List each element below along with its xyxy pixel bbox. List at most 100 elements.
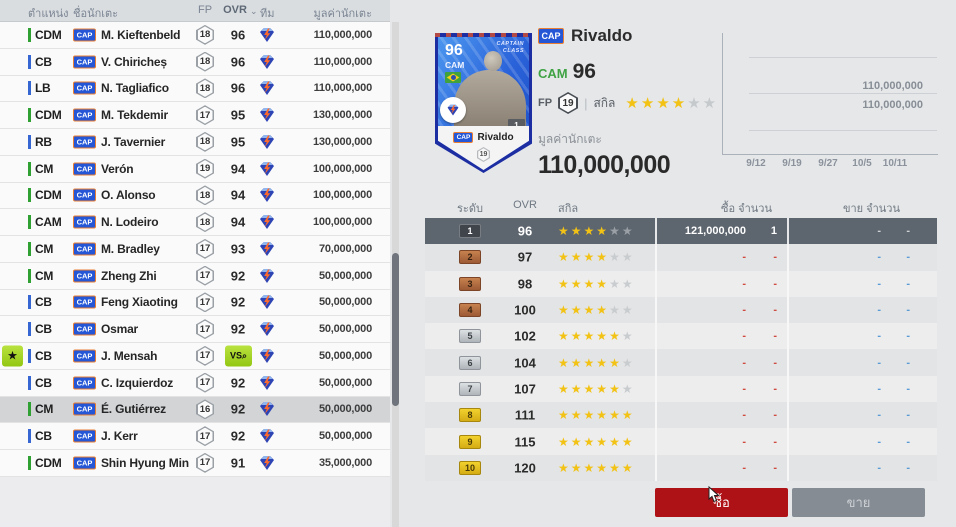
cap-badge: CAP xyxy=(73,429,96,443)
player-ovr: 92 xyxy=(230,375,246,391)
player-ovr: 91 xyxy=(230,455,246,471)
price-label: 110,000,000 xyxy=(862,80,923,92)
market-tier-row[interactable]: 6 104 ★ ★ ★ ★ ★ ★ - - - - xyxy=(425,349,937,376)
sell-price: - xyxy=(877,330,881,343)
team-gem-icon xyxy=(260,322,274,337)
position-color-bar xyxy=(28,188,31,203)
player-list-row[interactable]: ★ CDM CAP Shin Hyung Min 17 91 35,000,00… xyxy=(0,450,390,477)
player-value: 130,000,000 xyxy=(313,109,372,122)
market-tier-row[interactable]: 10 120 ★ ★ ★ ★ ★ ★ - - - - xyxy=(425,454,937,481)
player-position: CDM xyxy=(35,27,62,42)
team-icon xyxy=(257,374,277,392)
team-gem-icon xyxy=(260,455,274,470)
sell-cell: - - xyxy=(787,218,937,245)
position-color-bar xyxy=(28,81,31,96)
player-value: 50,000,000 xyxy=(318,430,372,443)
card-class-label: CAPTAIN CLASS xyxy=(496,41,524,54)
position-color-bar xyxy=(28,241,31,256)
col-ovr-sort[interactable]: OVR xyxy=(223,4,247,16)
player-name: N. Lodeiro xyxy=(101,215,159,230)
player-list-row[interactable]: ★ CM CAP Zheng Zhi 17 92 50,000,000 xyxy=(0,262,390,290)
player-list-row[interactable]: ★ CB CAP C. Izquierdoz 17 92 50,000,000 xyxy=(0,369,390,397)
fp-badge: 19 xyxy=(558,92,579,114)
player-list-panel: ตำแหน่ง ชื่อนักเตะ FP OVR ⌄ ทีม มูลค่านั… xyxy=(0,0,390,527)
star-filled-icon: ★ xyxy=(583,329,595,344)
player-list-row[interactable]: ★ LB CAP N. Tagliafico 18 96 110,000,000 xyxy=(0,75,390,103)
team-icon xyxy=(257,240,277,258)
position-color-bar xyxy=(28,429,31,444)
market-tier-row[interactable]: 7 107 ★ ★ ★ ★ ★ ★ - - - - xyxy=(425,375,937,403)
scrollbar-thumb[interactable] xyxy=(392,253,399,406)
market-tier-row[interactable]: 2 97 ★ ★ ★ ★ ★ ★ - - - - xyxy=(425,244,937,271)
player-value: 50,000,000 xyxy=(318,376,372,389)
player-list-row[interactable]: ★ CM CAP M. Bradley 17 93 70,000,000 xyxy=(0,236,390,263)
player-ovr: 92 xyxy=(230,321,246,337)
market-tier-row[interactable]: 1 96 ★ ★ ★ ★ ★ ★ 121,000,000 1 - - xyxy=(425,218,937,245)
player-list-row[interactable]: ★ CB CAP J. Mensah 17 VS⌕ 50,000,000 xyxy=(0,343,390,370)
sell-count: - xyxy=(906,356,910,369)
player-list-row[interactable]: ★ CDM CAP M. Tekdemir 17 95 130,000,000 xyxy=(0,102,390,129)
cap-badge: CAP xyxy=(73,55,96,69)
star-filled-icon: ★ xyxy=(583,408,595,423)
player-list-row[interactable]: ★ CDM CAP M. Kieftenbeld 18 96 110,000,0… xyxy=(0,22,390,49)
player-list-row[interactable]: ★ RB CAP J. Tavernier 18 95 130,000,000 xyxy=(0,129,390,156)
position-color-bar xyxy=(28,161,31,176)
cap-badge: CAP xyxy=(73,242,96,256)
sell-count: - xyxy=(906,461,910,474)
player-list-row[interactable]: ★ CB CAP J. Kerr 17 92 50,000,000 xyxy=(0,423,390,450)
position-color-bar xyxy=(28,295,31,310)
x-tick-label: 10/5 xyxy=(852,158,872,169)
tier-ovr: 115 xyxy=(514,434,536,450)
player-ovr: 96 xyxy=(230,80,246,96)
card-position: CAM xyxy=(445,60,465,70)
sell-button[interactable]: ขาย xyxy=(792,488,925,517)
buy-price: - xyxy=(742,409,746,422)
sell-count: - xyxy=(906,225,910,238)
player-list-row[interactable]: ★ CB CAP Osmar 17 92 50,000,000 xyxy=(0,316,390,343)
buy-cell: - - xyxy=(655,428,787,455)
sell-count: - xyxy=(906,382,910,395)
market-tier-row[interactable]: 3 98 ★ ★ ★ ★ ★ ★ - - - - xyxy=(425,270,937,297)
star-filled-icon: ★ xyxy=(656,95,670,112)
team-icon xyxy=(257,454,277,472)
player-list-row[interactable]: ★ CB CAP Feng Xiaoting 17 92 50,000,000 xyxy=(0,289,390,317)
buy-cell: 121,000,000 1 xyxy=(655,218,787,245)
chevron-down-icon[interactable]: ⌄ xyxy=(250,6,258,16)
player-list-row[interactable]: ★ CM CAP Verón 19 94 100,000,000 xyxy=(0,155,390,183)
position-color-bar xyxy=(28,402,31,417)
gridline xyxy=(749,57,937,58)
player-list-row[interactable]: ★ CAM CAP N. Lodeiro 18 94 100,000,000 xyxy=(0,209,390,236)
market-tier-row[interactable]: 4 100 ★ ★ ★ ★ ★ ★ - - - - xyxy=(425,296,937,324)
buy-button[interactable]: ซื้อ xyxy=(655,488,788,517)
cap-badge: CAP xyxy=(73,456,96,470)
star-filled-icon: ★ xyxy=(558,434,569,449)
player-list-row[interactable]: ★ CDM CAP O. Alonso 18 94 100,000,000 xyxy=(0,182,390,210)
buy-count: - xyxy=(773,330,777,343)
player-list-row[interactable]: ★ CB CAP V. Chiricheș 18 96 110,000,000 xyxy=(0,48,390,76)
vs-compare-icon[interactable]: VS⌕ xyxy=(225,345,252,367)
star-empty-icon: ★ xyxy=(609,250,620,265)
sell-cell: - - xyxy=(787,349,937,376)
buy-price: 121,000,000 xyxy=(684,225,746,238)
player-position: RB xyxy=(35,134,52,149)
player-ovr: 92 xyxy=(230,294,246,310)
col-value: มูลค่านักเตะ xyxy=(313,8,372,20)
player-list-row[interactable]: ★ CM CAP É. Gutiérrez 16 92 50,000,000 xyxy=(0,396,390,424)
market-tier-row[interactable]: 8 111 ★ ★ ★ ★ ★ ★ - - - - xyxy=(425,402,937,429)
market-table-header: ระดับ OVR สกิล ซื้อ จำนวน ขาย จำนวน xyxy=(425,196,937,218)
buy-price: - xyxy=(742,251,746,264)
star-filled-icon: ★ xyxy=(609,329,620,344)
sell-count: - xyxy=(906,277,910,290)
player-ovr: 93 xyxy=(230,241,246,257)
x-tick-label: 9/12 xyxy=(746,158,766,169)
chart-x-axis-ticks: 9/12 9/19 9/27 10/5 10/11 xyxy=(722,158,938,172)
player-position: CM xyxy=(35,241,54,256)
market-tier-row[interactable]: 9 115 ★ ★ ★ ★ ★ ★ - - - - xyxy=(425,428,937,455)
market-tier-row[interactable]: 5 102 ★ ★ ★ ★ ★ ★ - - - - xyxy=(425,323,937,350)
star-filled-icon: ★ xyxy=(570,224,582,239)
buy-count: - xyxy=(773,304,777,317)
star-filled-icon: ★ xyxy=(558,460,569,475)
rank-badge: 10 xyxy=(459,460,481,475)
position-color-bar xyxy=(28,455,31,470)
team-icon xyxy=(257,213,277,231)
